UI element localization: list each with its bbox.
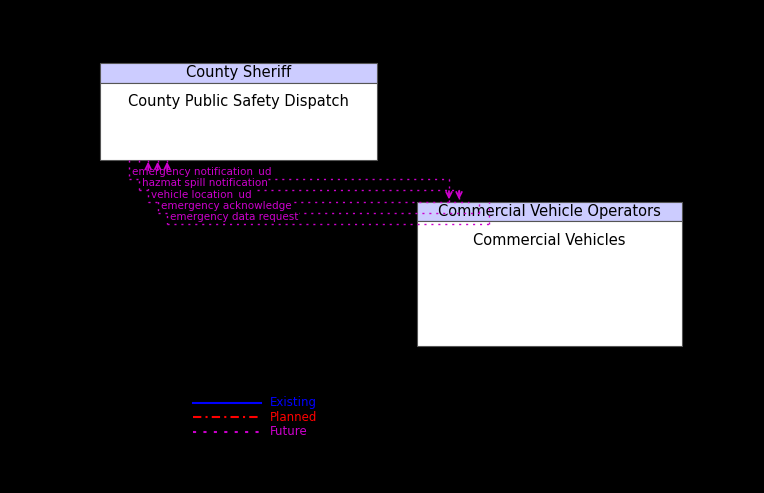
Text: hazmat spill notification: hazmat spill notification bbox=[141, 178, 267, 188]
Text: Planned: Planned bbox=[270, 411, 318, 423]
Text: Future: Future bbox=[270, 425, 308, 438]
Text: Commercial Vehicle Operators: Commercial Vehicle Operators bbox=[438, 204, 661, 219]
Text: emergency notification_ud: emergency notification_ud bbox=[132, 166, 272, 177]
Text: emergency acknowledge: emergency acknowledge bbox=[160, 201, 291, 211]
Text: emergency data request: emergency data request bbox=[170, 212, 299, 222]
Text: Commercial Vehicles: Commercial Vehicles bbox=[473, 233, 626, 247]
Text: Existing: Existing bbox=[270, 396, 317, 409]
Text: County Sheriff: County Sheriff bbox=[186, 66, 291, 80]
Bar bbox=[417, 202, 681, 221]
Text: vehicle location_ud: vehicle location_ud bbox=[151, 189, 252, 200]
Bar bbox=[417, 221, 681, 346]
Bar bbox=[99, 83, 377, 160]
Bar bbox=[99, 63, 377, 83]
Text: County Public Safety Dispatch: County Public Safety Dispatch bbox=[128, 94, 348, 109]
